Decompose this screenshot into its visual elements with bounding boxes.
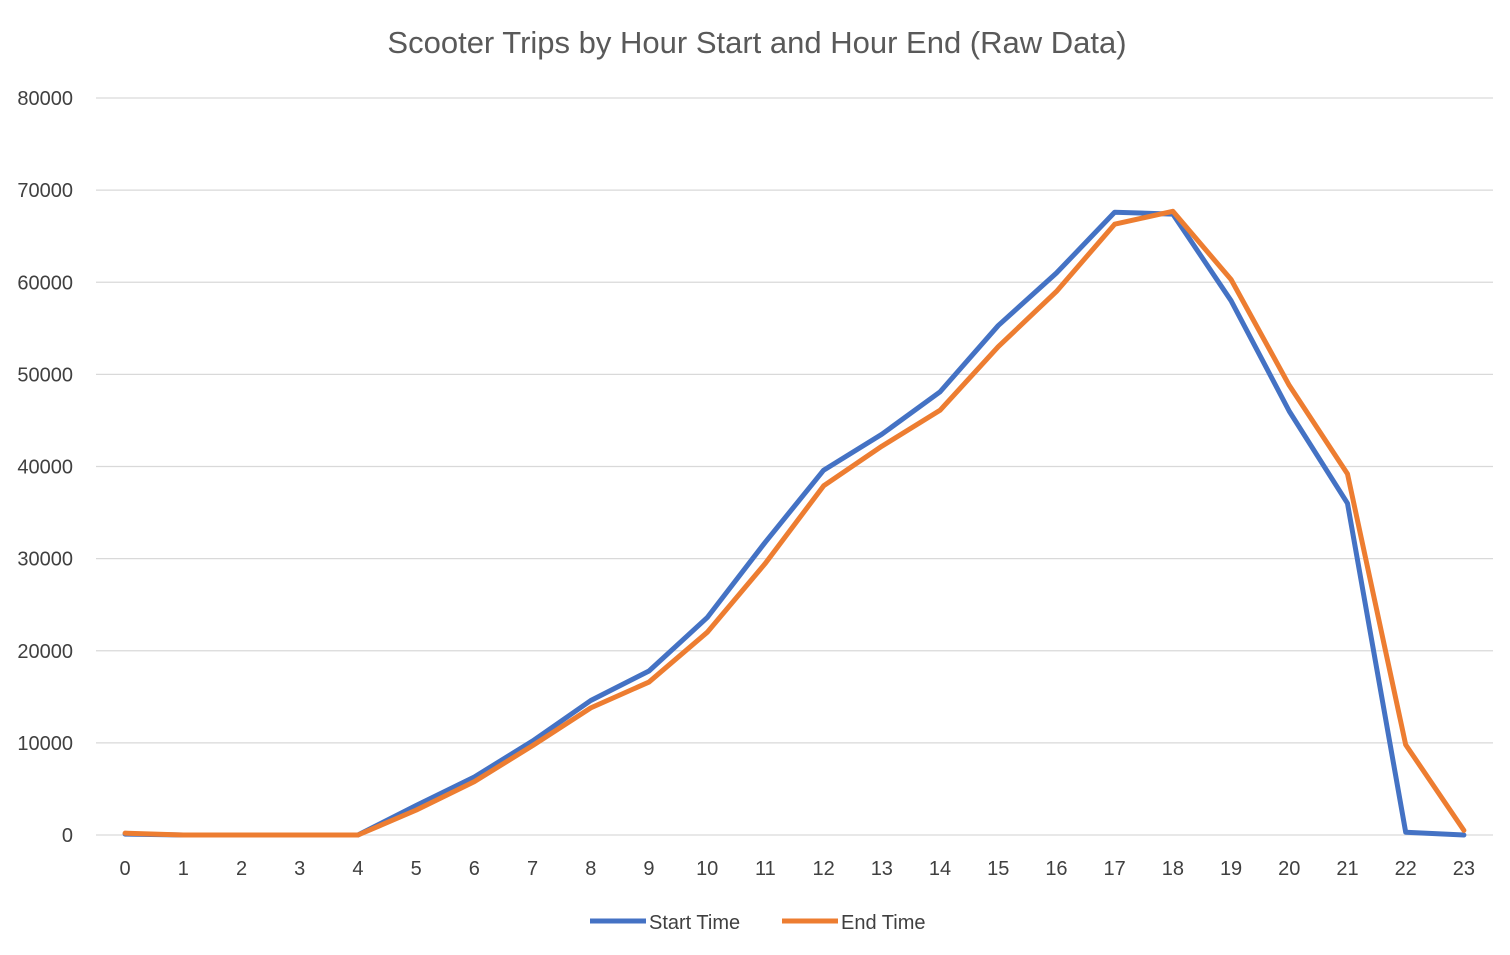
x-tick-label: 20: [1278, 858, 1300, 880]
y-tick-label: 40000: [17, 457, 73, 479]
legend-item-end-time: End Time: [782, 912, 925, 934]
y-axis-tick-labels: 0 10000 20000 30000 40000 50000 60000 70000 8000…: [17, 88, 73, 847]
y-tick-label: 60000: [17, 272, 73, 294]
x-tick-label: 18: [1162, 858, 1184, 880]
x-tick-label: 3: [294, 858, 305, 880]
x-tick-label: 4: [352, 858, 363, 880]
x-tick-label: 17: [1104, 858, 1126, 880]
chart-title: Scooter Trips by Hour Start and Hour End…: [387, 25, 1126, 60]
legend-label: Start Time: [649, 912, 740, 934]
y-tick-label: 20000: [17, 641, 73, 663]
x-tick-label: 14: [929, 858, 951, 880]
x-tick-label: 0: [120, 858, 131, 880]
x-tick-label: 23: [1453, 858, 1475, 880]
x-tick-label: 19: [1220, 858, 1242, 880]
legend: Start Time End Time: [590, 912, 925, 934]
y-tick-label: 10000: [17, 733, 73, 755]
x-tick-label: 12: [812, 858, 834, 880]
x-tick-label: 10: [696, 858, 718, 880]
y-tick-label: 80000: [17, 88, 73, 110]
y-tick-label: 50000: [17, 364, 73, 386]
legend-item-start-time: Start Time: [590, 912, 740, 934]
y-tick-label: 30000: [17, 549, 73, 571]
gridlines: [96, 97, 1493, 836]
x-tick-label: 15: [987, 858, 1009, 880]
x-axis-tick-labels: 0 1 2 3 4 5 6 7 8 9 10 11 12 13 14 15 16 17 18 19 20 21 22 23: [120, 858, 1475, 880]
x-tick-label: 5: [411, 858, 422, 880]
x-tick-label: 8: [585, 858, 596, 880]
x-tick-label: 16: [1045, 858, 1067, 880]
series-lines: [122, 208, 1467, 838]
x-tick-label: 6: [469, 858, 480, 880]
x-tick-label: 2: [236, 858, 247, 880]
x-tick-label: 13: [871, 858, 893, 880]
x-tick-label: 22: [1395, 858, 1417, 880]
y-tick-label: 0: [62, 825, 73, 847]
x-tick-label: 9: [643, 858, 654, 880]
series-line-end-time: [122, 208, 1467, 838]
legend-label: End Time: [841, 912, 925, 934]
x-tick-label: 21: [1336, 858, 1358, 880]
x-tick-label: 11: [755, 858, 776, 880]
y-tick-label: 70000: [17, 180, 73, 202]
x-tick-label: 1: [178, 858, 189, 880]
x-tick-label: 7: [527, 858, 538, 880]
